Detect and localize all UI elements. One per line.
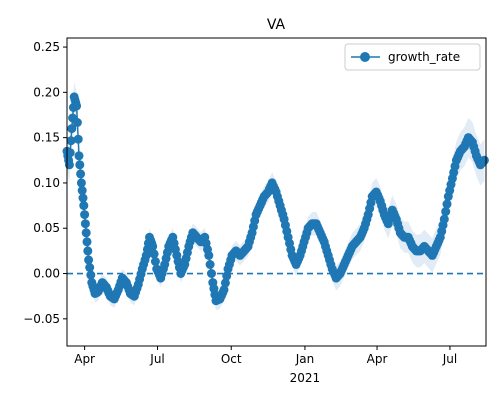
data-point [79, 201, 89, 211]
data-point [72, 101, 82, 111]
data-point [204, 250, 214, 260]
data-point [219, 285, 229, 295]
data-point [222, 271, 232, 281]
data-point [75, 160, 85, 170]
legend-marker-swatch [360, 52, 370, 62]
data-point [148, 241, 158, 251]
x-tick-label: Jul [149, 352, 164, 366]
data-point [220, 278, 230, 288]
x-tick-sublabel: 2021 [290, 371, 321, 385]
data-point [80, 210, 90, 220]
x-axis: Apr Jul Oct Jan 2021 Apr Jul [74, 346, 457, 385]
x-tick-label: Apr [367, 352, 388, 366]
legend-entry-growth-rate: growth_rate [388, 50, 460, 64]
y-tick-label: 0.25 [33, 40, 60, 54]
data-point [67, 124, 77, 134]
data-point [73, 134, 83, 144]
data-point [85, 263, 95, 272]
data-point [81, 228, 91, 238]
y-tick-label: −0.05 [23, 312, 60, 326]
y-axis: −0.05 0.00 0.05 0.10 0.15 0.20 0.25 [23, 40, 67, 326]
data-point [77, 186, 87, 195]
chart-title: VA [267, 17, 286, 33]
data-point [442, 199, 452, 209]
data-point [83, 246, 93, 256]
data-point [441, 207, 451, 217]
data-point [76, 169, 86, 179]
y-tick-label: 0.15 [33, 131, 60, 145]
data-point [149, 249, 159, 259]
data-point [439, 214, 449, 224]
data-point [64, 160, 74, 170]
data-point [86, 270, 96, 280]
x-tick-label: Oct [221, 352, 242, 366]
data-point [76, 178, 86, 188]
x-tick-label: Apr [74, 352, 95, 366]
data-point [78, 193, 88, 203]
series-layer [62, 92, 489, 306]
data-point [84, 255, 94, 265]
y-tick-label: 0.20 [33, 85, 60, 99]
data-point [72, 118, 82, 127]
plot-area-frame [66, 37, 487, 347]
x-tick-label: Jan [295, 352, 315, 366]
data-point [74, 151, 84, 161]
y-tick-label: 0.05 [33, 221, 60, 235]
data-point [150, 257, 160, 266]
data-point [207, 269, 216, 278]
data-point [82, 237, 92, 247]
data-point [479, 155, 489, 165]
x-tick-label: Jul [442, 352, 457, 366]
legend-box [344, 43, 481, 71]
legend: growth_rate [344, 43, 481, 71]
data-point [66, 136, 76, 146]
data-point [65, 148, 75, 158]
y-tick-label: 0.00 [33, 267, 60, 281]
data-point [80, 219, 90, 229]
data-point [205, 260, 215, 269]
y-tick-label: 0.10 [33, 176, 60, 190]
